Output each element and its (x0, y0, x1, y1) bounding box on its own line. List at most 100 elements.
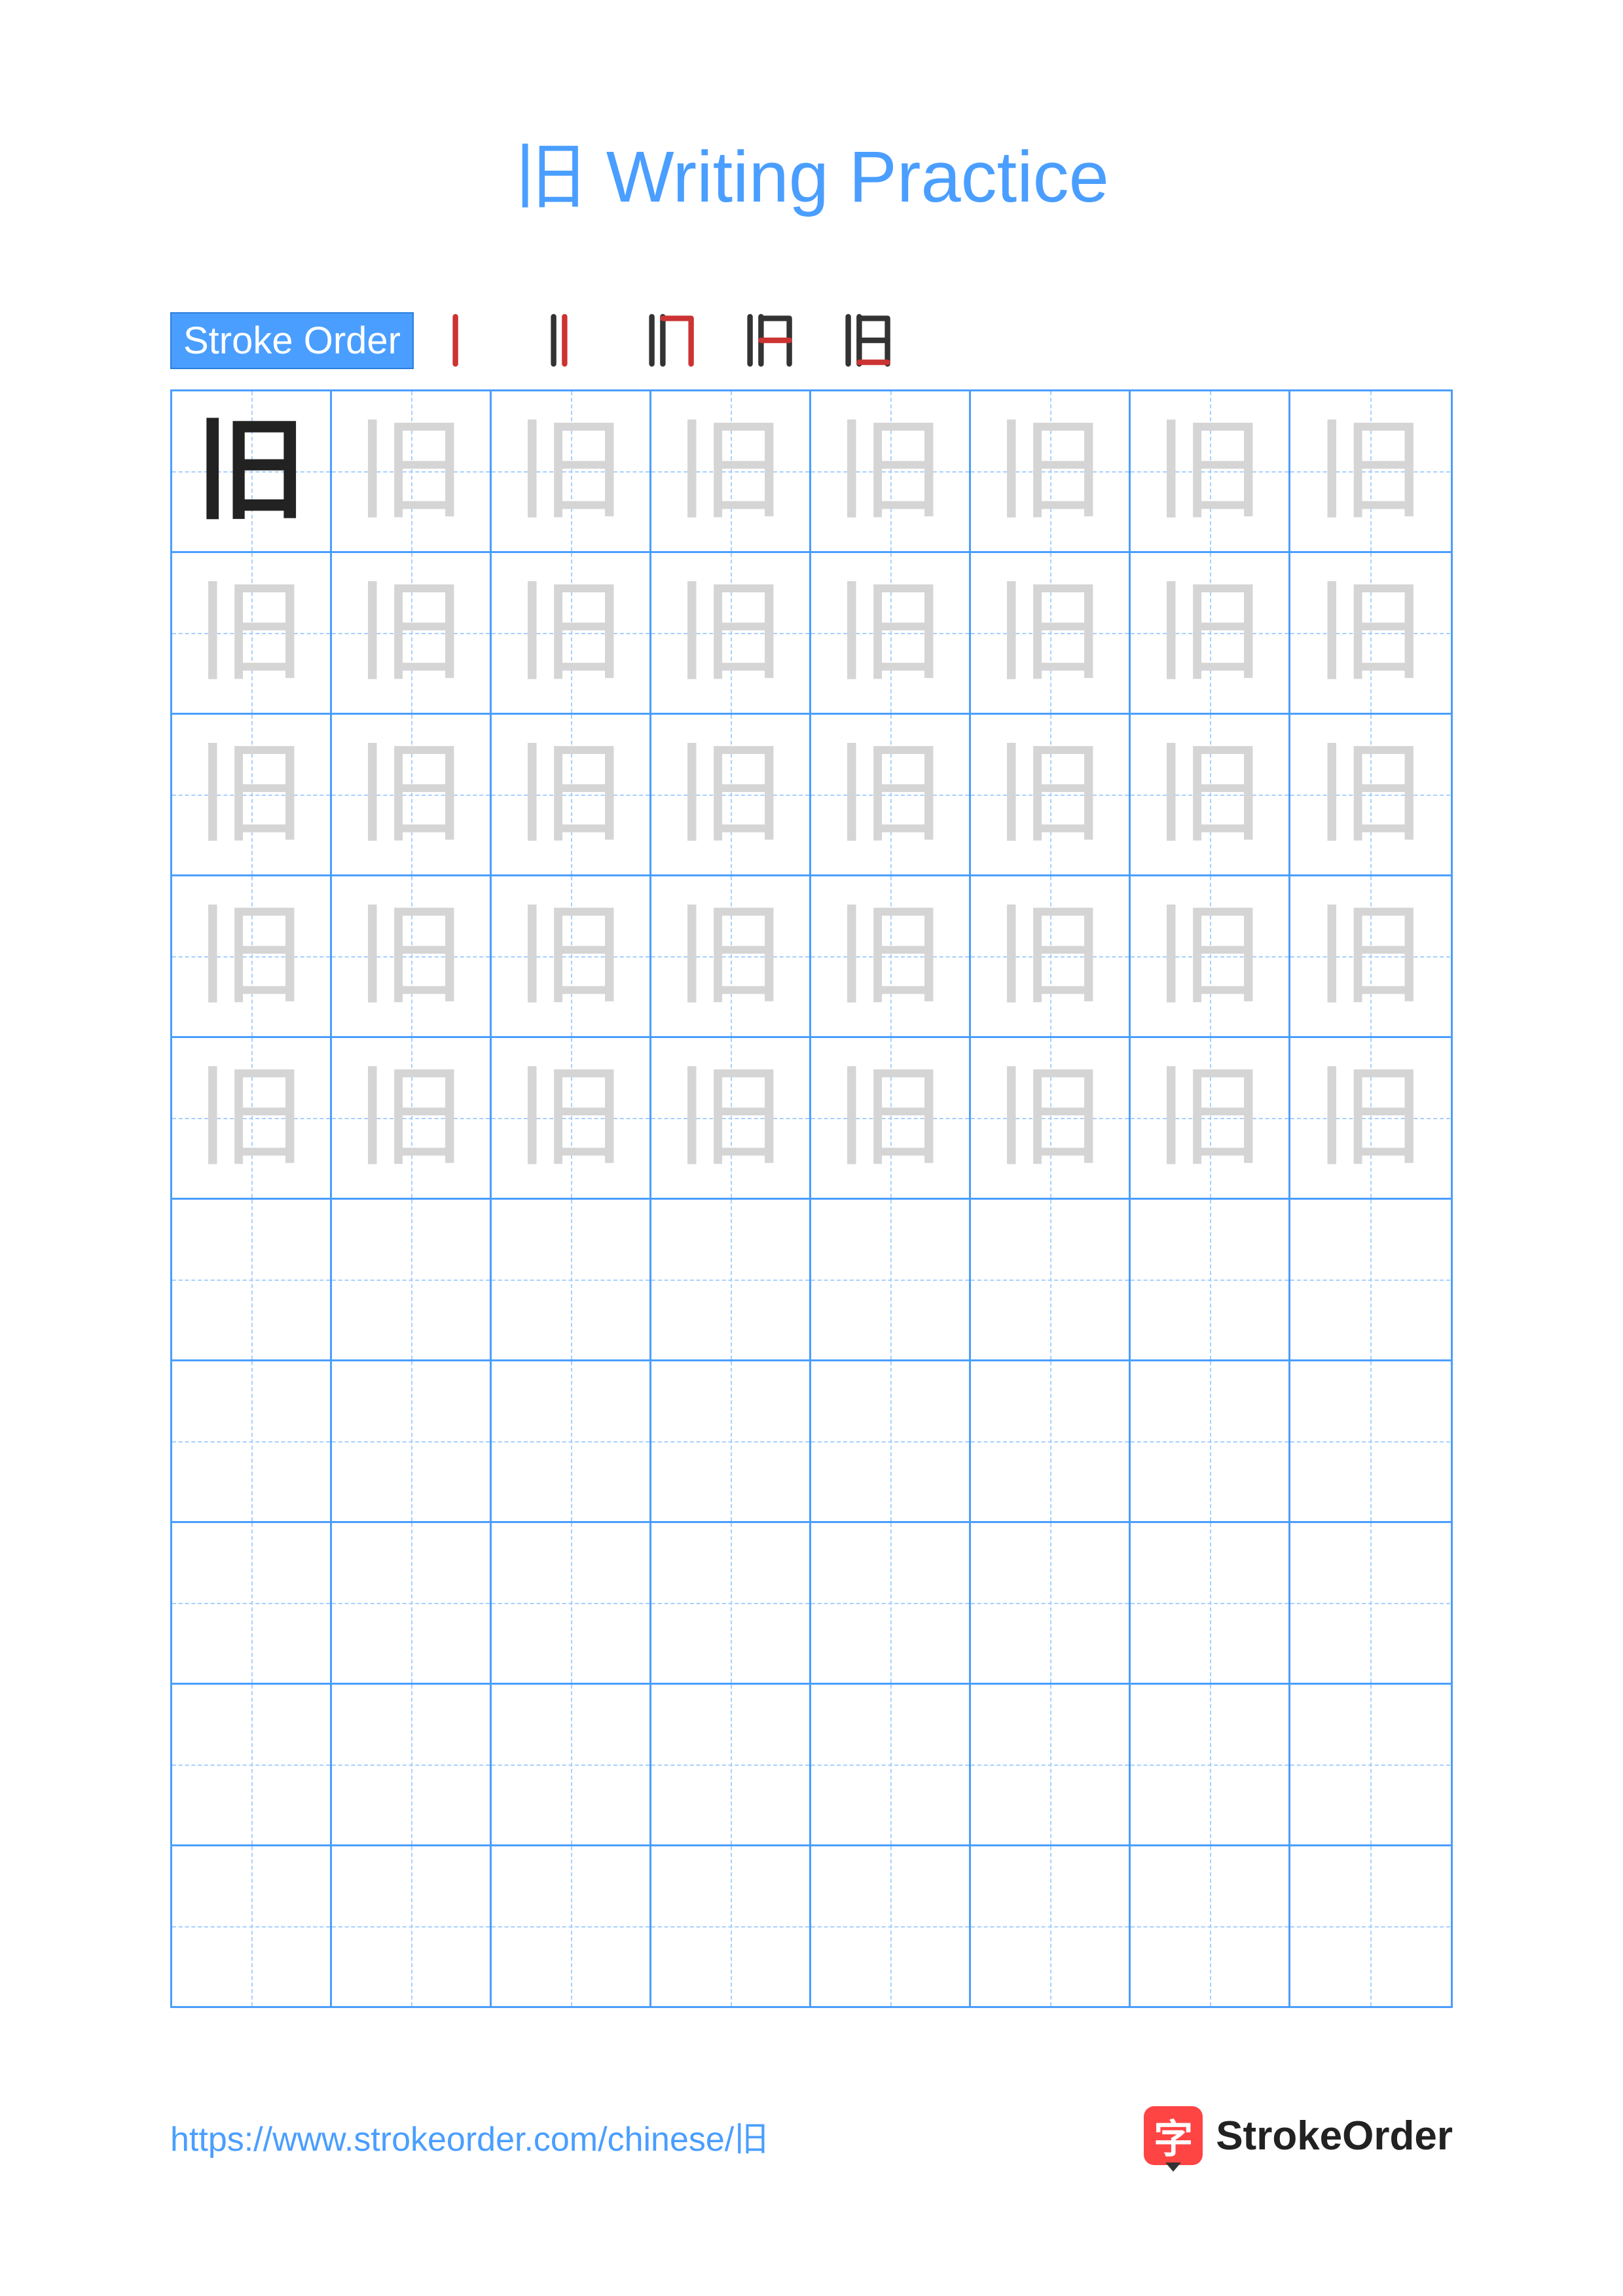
grid-cell: 旧 (651, 553, 811, 713)
grid-cell: 旧 (1290, 553, 1450, 713)
grid-cell: 旧 (1290, 876, 1450, 1036)
footer-logo: 字 StrokeOrder (1144, 2106, 1453, 2165)
logo-text: StrokeOrder (1216, 2113, 1453, 2159)
practice-char-trace: 旧 (195, 739, 306, 850)
grid-cell (811, 1846, 971, 2006)
grid-cell: 旧 (332, 1038, 492, 1198)
grid-cell: 旧 (1131, 553, 1290, 713)
stroke-order-label: Stroke Order (170, 312, 414, 369)
grid-row: 旧旧旧旧旧旧旧旧 (172, 715, 1451, 876)
grid-cell (1290, 1685, 1450, 1844)
grid-cell (811, 1685, 971, 1844)
grid-cell (172, 1846, 332, 2006)
grid-cell (492, 1361, 651, 1521)
practice-char-trace: 旧 (674, 1062, 786, 1174)
practice-char-trace: 旧 (994, 416, 1105, 527)
grid-cell: 旧 (492, 553, 651, 713)
practice-char-trace: 旧 (674, 416, 786, 527)
grid-cell (971, 1846, 1131, 2006)
grid-cell: 旧 (1131, 715, 1290, 874)
grid-cell: 旧 (651, 1038, 811, 1198)
grid-cell: 旧 (971, 876, 1131, 1036)
practice-char-trace: 旧 (195, 901, 306, 1012)
grid-row: 旧旧旧旧旧旧旧旧 (172, 1038, 1451, 1200)
grid-row: 旧旧旧旧旧旧旧旧 (172, 876, 1451, 1038)
grid-cell: 旧 (172, 1038, 332, 1198)
footer: https://www.strokeorder.com/chinese/旧 字 … (170, 2106, 1453, 2165)
grid-cell (811, 1523, 971, 1683)
grid-cell (492, 1200, 651, 1359)
stroke-step-1 (433, 301, 512, 380)
grid-cell: 旧 (971, 553, 1131, 713)
practice-char-trace: 旧 (834, 901, 945, 1012)
grid-cell (1131, 1200, 1290, 1359)
practice-char-trace: 旧 (515, 577, 626, 689)
practice-char-solid: 旧 (195, 416, 306, 527)
grid-cell (1131, 1846, 1290, 2006)
grid-cell (1290, 1523, 1450, 1683)
grid-row (172, 1846, 1451, 2006)
grid-cell: 旧 (332, 391, 492, 551)
grid-cell (651, 1685, 811, 1844)
practice-char-trace: 旧 (674, 577, 786, 689)
grid-cell: 旧 (332, 876, 492, 1036)
grid-cell: 旧 (651, 876, 811, 1036)
stroke-order-section: Stroke Order (170, 301, 1453, 380)
grid-cell (1131, 1523, 1290, 1683)
grid-cell: 旧 (492, 715, 651, 874)
grid-cell (172, 1200, 332, 1359)
grid-cell: 旧 (1131, 1038, 1290, 1198)
practice-char-trace: 旧 (195, 577, 306, 689)
grid-row (172, 1685, 1451, 1846)
practice-char-trace: 旧 (674, 739, 786, 850)
practice-char-trace: 旧 (515, 739, 626, 850)
practice-char-trace: 旧 (834, 739, 945, 850)
practice-char-trace: 旧 (355, 577, 466, 689)
logo-icon: 字 (1144, 2106, 1203, 2165)
grid-cell: 旧 (1290, 391, 1450, 551)
grid-cell: 旧 (971, 391, 1131, 551)
practice-char-trace: 旧 (355, 739, 466, 850)
grid-cell (1131, 1685, 1290, 1844)
practice-char-trace: 旧 (1154, 577, 1265, 689)
grid-cell: 旧 (172, 876, 332, 1036)
grid-cell (971, 1200, 1131, 1359)
grid-cell (332, 1685, 492, 1844)
practice-char-trace: 旧 (515, 1062, 626, 1174)
grid-cell (332, 1361, 492, 1521)
practice-char-trace: 旧 (355, 901, 466, 1012)
grid-cell (1290, 1846, 1450, 2006)
grid-cell (971, 1523, 1131, 1683)
grid-cell: 旧 (172, 391, 332, 551)
practice-char-trace: 旧 (515, 416, 626, 527)
grid-cell: 旧 (651, 715, 811, 874)
grid-cell (1290, 1200, 1450, 1359)
practice-char-trace: 旧 (355, 416, 466, 527)
grid-cell: 旧 (651, 391, 811, 551)
grid-cell: 旧 (492, 1038, 651, 1198)
grid-row (172, 1200, 1451, 1361)
practice-char-trace: 旧 (994, 577, 1105, 689)
grid-cell (172, 1361, 332, 1521)
grid-row: 旧旧旧旧旧旧旧旧 (172, 553, 1451, 715)
grid-cell: 旧 (1290, 1038, 1450, 1198)
grid-cell: 旧 (492, 391, 651, 551)
grid-row (172, 1361, 1451, 1523)
stroke-step-3 (630, 301, 708, 380)
practice-char-trace: 旧 (1154, 1062, 1265, 1174)
grid-cell: 旧 (971, 1038, 1131, 1198)
practice-char-trace: 旧 (1154, 901, 1265, 1012)
grid-cell: 旧 (811, 391, 971, 551)
practice-char-trace: 旧 (1315, 901, 1426, 1012)
grid-row: 旧旧旧旧旧旧旧旧 (172, 391, 1451, 553)
practice-char-trace: 旧 (1154, 416, 1265, 527)
practice-char-trace: 旧 (515, 901, 626, 1012)
grid-cell: 旧 (1131, 391, 1290, 551)
grid-row (172, 1523, 1451, 1685)
grid-cell: 旧 (332, 553, 492, 713)
grid-cell: 旧 (492, 876, 651, 1036)
practice-char-trace: 旧 (834, 416, 945, 527)
grid-cell (1131, 1361, 1290, 1521)
grid-cell: 旧 (811, 715, 971, 874)
grid-cell (492, 1523, 651, 1683)
